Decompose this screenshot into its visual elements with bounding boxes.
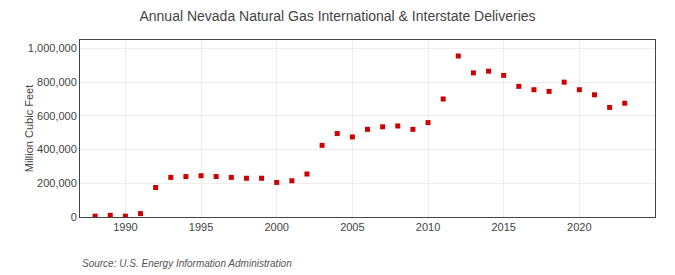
svg-text:2005: 2005 (340, 221, 364, 233)
svg-text:800,000: 800,000 (37, 76, 77, 88)
svg-text:600,000: 600,000 (37, 110, 77, 122)
svg-text:1995: 1995 (189, 221, 213, 233)
svg-text:0: 0 (71, 211, 77, 223)
svg-text:1,000,000: 1,000,000 (28, 42, 77, 54)
svg-text:400,000: 400,000 (37, 143, 77, 155)
svg-text:Annual Nevada Natural Gas Inte: Annual Nevada Natural Gas International … (139, 8, 535, 24)
svg-text:1990: 1990 (113, 221, 137, 233)
svg-text:2000: 2000 (264, 221, 288, 233)
svg-text:2015: 2015 (491, 221, 515, 233)
svg-text:2010: 2010 (416, 221, 440, 233)
svg-text:2020: 2020 (567, 221, 591, 233)
svg-text:200,000: 200,000 (37, 177, 77, 189)
svg-text:Source: U.S. Energy Informatio: Source: U.S. Energy Information Administ… (82, 258, 292, 269)
svg-text:Million Cubic Feet: Million Cubic Feet (23, 85, 35, 172)
